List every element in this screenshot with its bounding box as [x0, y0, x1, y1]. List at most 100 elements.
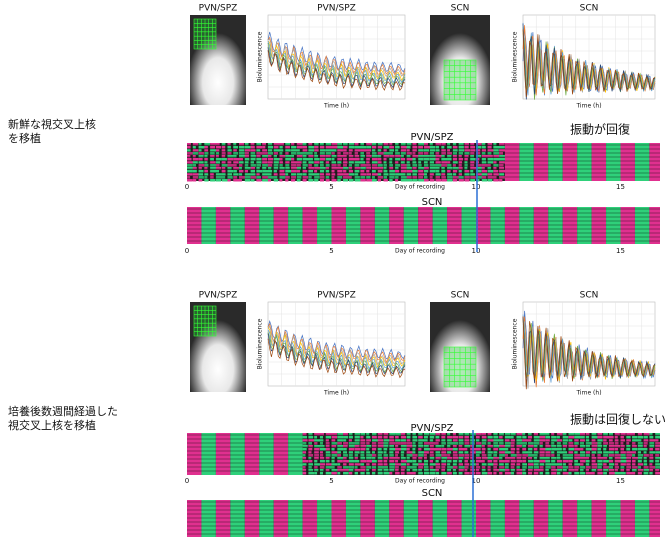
stripe	[210, 146, 215, 149]
stripe	[626, 436, 630, 439]
stripe	[343, 460, 349, 463]
stripe	[303, 448, 307, 451]
panel-title: PVN/SPZ	[199, 4, 238, 14]
stripe	[384, 158, 387, 161]
stripe	[488, 460, 493, 463]
stripe	[337, 448, 343, 451]
stripe	[464, 436, 468, 439]
stripe	[441, 170, 445, 173]
y-label: Bioluminescence	[512, 31, 519, 82]
stripe	[274, 146, 279, 149]
stripe	[488, 158, 494, 161]
stripe	[482, 146, 486, 149]
stripe	[314, 179, 318, 182]
stripe	[482, 158, 486, 161]
stripe	[574, 448, 580, 451]
stripe	[303, 170, 308, 173]
stripe	[649, 436, 653, 439]
stripe	[349, 448, 354, 451]
stripe	[615, 436, 618, 439]
stripe	[343, 158, 347, 161]
stripe	[337, 146, 343, 149]
x-label: Time (h)	[323, 103, 349, 110]
stripe	[204, 179, 208, 182]
stripe	[320, 460, 325, 463]
stripe	[187, 170, 193, 173]
stripe	[349, 170, 353, 173]
stripe	[597, 460, 602, 463]
stripe	[326, 158, 331, 161]
stripe	[499, 170, 505, 173]
stripe	[459, 179, 464, 182]
stripe	[638, 448, 644, 451]
stripe	[320, 436, 323, 439]
stripe	[412, 170, 417, 173]
stripe	[488, 179, 493, 182]
stripe	[297, 179, 301, 182]
stripe	[337, 460, 343, 463]
stripe	[372, 460, 377, 463]
stripe	[528, 460, 533, 463]
stripe	[303, 179, 307, 182]
y-label: Bioluminescence	[257, 318, 264, 369]
stripe	[297, 146, 303, 149]
stripe	[528, 472, 532, 475]
stripe	[291, 158, 294, 161]
stripe	[204, 146, 208, 149]
stripe	[499, 448, 505, 451]
stripe	[227, 170, 233, 173]
stripe	[488, 170, 494, 173]
stripe	[256, 158, 261, 161]
raster-title: PVN/SPZ	[411, 132, 454, 143]
stripe	[436, 448, 442, 451]
roi-grid	[444, 60, 476, 100]
stripe	[326, 170, 329, 173]
stripe	[412, 460, 416, 463]
stripe	[378, 179, 381, 182]
stripe	[268, 179, 271, 182]
stripe	[372, 472, 375, 475]
stripe	[488, 472, 493, 475]
stripe	[395, 436, 399, 439]
stripe	[332, 146, 338, 149]
caption: を移植	[8, 131, 41, 145]
panel-title: PVN/SPZ	[317, 4, 356, 14]
stripe	[516, 448, 519, 451]
stripe	[372, 179, 377, 182]
stripe	[574, 460, 578, 463]
stripe	[476, 460, 482, 463]
stripe	[256, 170, 262, 173]
stripe	[482, 472, 488, 475]
stripe	[401, 472, 405, 475]
stripe	[245, 158, 250, 161]
stripe	[401, 158, 405, 161]
stripe	[349, 158, 355, 161]
stripe	[505, 460, 510, 463]
stripe	[407, 170, 413, 173]
stripe	[251, 170, 255, 173]
stripe	[210, 179, 215, 182]
stripe	[389, 472, 392, 475]
stripe	[337, 170, 342, 173]
stripe	[476, 436, 480, 439]
stripe	[360, 436, 363, 439]
stripe	[597, 448, 601, 451]
stripe	[355, 179, 361, 182]
x-label: Time (h)	[575, 103, 601, 110]
stripe	[488, 436, 493, 439]
stripe	[430, 170, 436, 173]
stripe	[493, 170, 498, 173]
stripe	[470, 158, 475, 161]
caption: 培養後数週間経過した	[8, 404, 118, 418]
stripe	[343, 146, 347, 149]
stripe	[262, 179, 268, 182]
stripe	[499, 460, 505, 463]
stripe	[459, 448, 465, 451]
stripe	[378, 472, 383, 475]
stripe	[204, 158, 207, 161]
stripe	[389, 170, 395, 173]
stripe	[366, 170, 369, 173]
stripe	[499, 158, 505, 161]
tick-label: 10	[472, 183, 481, 191]
stripe	[332, 460, 335, 463]
